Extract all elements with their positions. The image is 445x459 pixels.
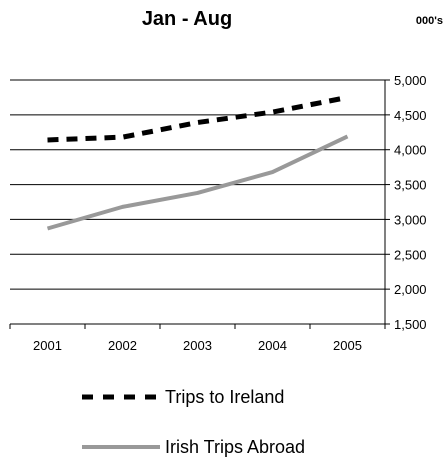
y-tick-label: 2,000 — [394, 282, 427, 297]
x-tick-label: 2002 — [108, 338, 137, 353]
units-label: 000's — [416, 15, 443, 27]
y-tick-label: 4,000 — [394, 143, 427, 158]
x-tick-label: 2005 — [333, 338, 362, 353]
y-tick-label: 3,500 — [394, 178, 427, 193]
y-tick-label: 2,500 — [394, 247, 427, 262]
series-lines — [46, 94, 349, 231]
y-axis-tick-labels: 5,000 4,500 4,000 3,500 3,000 2,500 2,000 1,500 — [394, 73, 427, 332]
series-line-trips-to-ireland — [47, 94, 348, 143]
legend-label: Irish Trips Abroad — [165, 437, 305, 457]
y-tick-label: 3,000 — [394, 212, 427, 227]
y-tick-label: 5,000 — [394, 73, 427, 88]
x-tick-label: 2004 — [258, 338, 287, 353]
axes — [9, 79, 390, 329]
y-tick-label: 4,500 — [394, 108, 427, 123]
x-tick-label: 2003 — [183, 338, 212, 353]
legend-label: Trips to Ireland — [165, 387, 284, 407]
series-line-irish-trips-abroad — [46, 134, 349, 231]
gridlines — [10, 79, 385, 290]
x-axis-tick-labels: 2001 2002 2003 2004 2005 — [33, 338, 362, 353]
x-tick-label: 2001 — [33, 338, 62, 353]
legend: Trips to Ireland Irish Trips Abroad — [82, 387, 305, 457]
y-tick-label: 1,500 — [394, 317, 427, 332]
chart-title: Jan - Aug — [142, 8, 232, 30]
